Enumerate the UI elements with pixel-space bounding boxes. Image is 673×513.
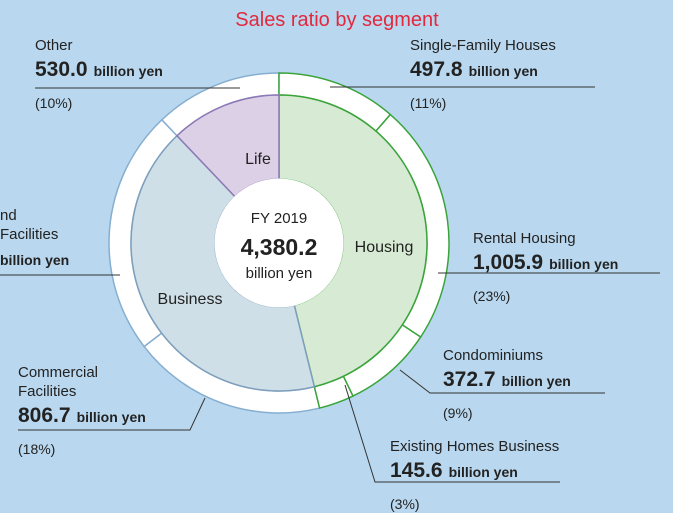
segment-unit: billion yen (0, 252, 69, 268)
segment-name: nd (0, 207, 17, 224)
segment-share: (11%) (410, 95, 446, 111)
segment-name: Facilities (18, 383, 76, 400)
leader-line (344, 384, 560, 483)
group-label: Housing (355, 239, 414, 256)
segment-value: 497.8 (410, 58, 463, 81)
segment-unit: billion yen (549, 256, 618, 272)
chart-title: Sales ratio by segment (235, 9, 439, 31)
segment-unit: billion yen (469, 63, 538, 79)
leader-line (399, 369, 605, 394)
group-label: Business (158, 291, 223, 308)
segment-name: Condominiums (443, 347, 543, 364)
segment-share: (18%) (18, 441, 55, 457)
segment-name: Single-Family Houses (410, 37, 556, 54)
segment-share: (3%) (390, 496, 420, 512)
segment-name: Facilities (0, 226, 58, 243)
segment-share: (10%) (35, 95, 72, 111)
segment-name: Commercial (18, 364, 98, 381)
segment-share: (23%) (473, 288, 510, 304)
segment-name: Existing Homes Business (390, 438, 559, 455)
segment-value: 530.0 (35, 58, 88, 81)
segment-unit: billion yen (77, 409, 146, 425)
segment-unit: billion yen (449, 464, 518, 480)
center-year: FY 2019 (251, 210, 307, 227)
segment-unit: billion yen (502, 373, 571, 389)
segment-value: 372.7 (443, 368, 496, 391)
center-unit: billion yen (246, 265, 313, 282)
segment-value: 1,005.9 (473, 251, 543, 274)
segment-name: Rental Housing (473, 230, 576, 247)
group-label: Life (245, 151, 271, 168)
segment-share: (9%) (443, 405, 473, 421)
segment-name: Other (35, 37, 73, 54)
center-disc (214, 178, 344, 308)
leader-line (18, 397, 206, 431)
center-total: 4,380.2 (241, 234, 318, 260)
segment-unit: billion yen (94, 63, 163, 79)
segment-value: 806.7 (18, 404, 71, 427)
segment-value: 145.6 (390, 459, 443, 482)
